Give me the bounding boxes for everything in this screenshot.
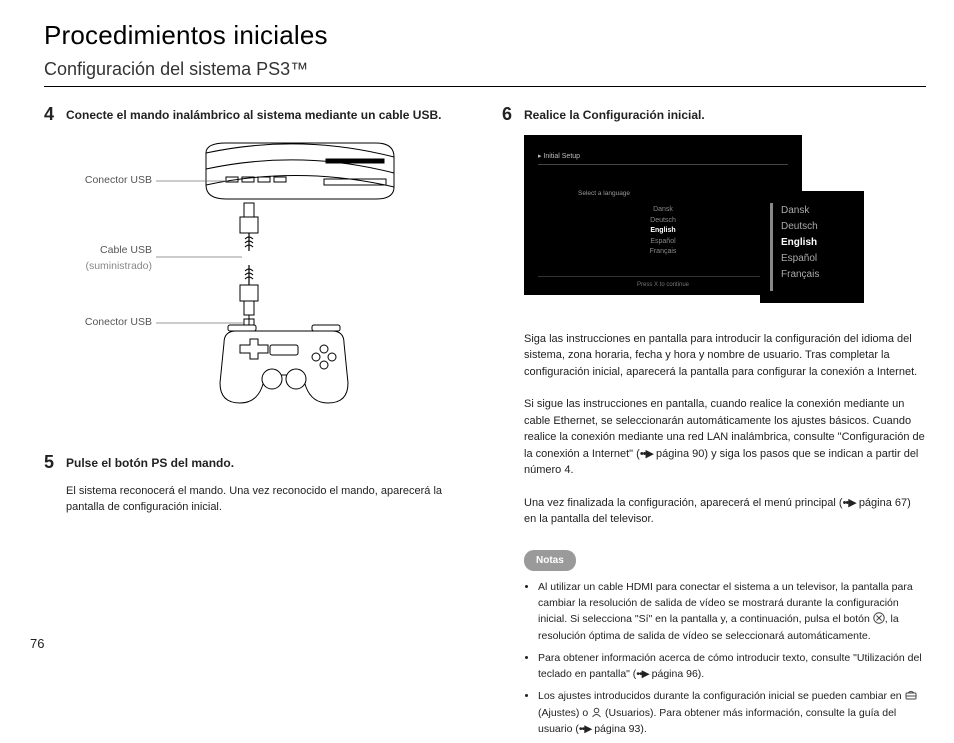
screenshot-press: Press X to continue: [538, 276, 788, 291]
lang-option: Deutsch: [538, 216, 788, 227]
lang-option: Français: [781, 267, 854, 283]
left-column: 4 Conecte el mando inalámbrico al sistem…: [44, 105, 468, 743]
ref-arrow-icon: ••▶: [843, 497, 856, 509]
note-text: Para obtener información acerca de cómo …: [538, 652, 922, 680]
step-heading: Pulse el botón PS del mando.: [66, 453, 234, 473]
step-4: 4 Conecte el mando inalámbrico al sistem…: [44, 105, 468, 125]
users-icon: [591, 707, 602, 718]
lang-option: Deutsch: [781, 219, 854, 235]
note-item: Los ajustes introducidos durante la conf…: [538, 688, 926, 737]
ref-arrow-icon: ••▶: [636, 668, 648, 680]
notes-list: Al utilizar un cable HDMI para conectar …: [538, 579, 926, 737]
settings-icon: [905, 690, 917, 701]
step-number: 6: [502, 105, 524, 125]
screenshot-inset: DanskDeutschEnglishEspañolFrançais: [760, 191, 864, 303]
step-body: El sistema reconocerá el mando. Una vez …: [66, 483, 468, 516]
notes-badge: Notas: [524, 550, 576, 571]
step-heading: Conecte el mando inalámbrico al sistema …: [66, 105, 441, 125]
lang-option: Dansk: [538, 205, 788, 216]
ref-text: página 90: [656, 448, 704, 460]
step6-para2: Si sigue las instrucciones en pantalla, …: [524, 396, 926, 479]
note-text: ).: [698, 668, 704, 680]
note-item: Al utilizar un cable HDMI para conectar …: [538, 579, 926, 644]
diagram-label-cable-sub: (suministrado): [85, 260, 152, 272]
right-column: 6 Realice la Configuración inicial. ▸ In…: [502, 105, 926, 743]
screenshot-initial-setup: ▸ Initial Setup Select a language DanskD…: [524, 135, 864, 315]
ref-arrow-icon: ••▶: [579, 723, 591, 735]
step-heading: Realice la Configuración inicial.: [524, 105, 705, 125]
note-text: ).: [640, 723, 646, 735]
diagram-label-cable: Cable USB (suministrado): [68, 243, 152, 275]
scroll-bar-icon: [770, 203, 773, 291]
lang-option: English: [781, 235, 854, 251]
lang-option: English: [538, 226, 788, 237]
note-text: Al utilizar un cable HDMI para conectar …: [538, 581, 913, 626]
para-text: Una vez finalizada la configuración, apa…: [524, 497, 843, 509]
step6-para1: Siga las instrucciones en pantalla para …: [524, 331, 926, 381]
lang-option: Español: [538, 237, 788, 248]
screenshot-lang-list-small: DanskDeutschEnglishEspañolFrançais: [538, 205, 788, 258]
diagram-label-usb-top: Conector USB: [68, 173, 152, 189]
usb-diagram: Conector USB Cable USB (suministrado) Co…: [76, 135, 436, 435]
section-title: Procedimientos iniciales: [44, 20, 926, 51]
ref-text: página 67: [859, 497, 907, 509]
step-5: 5 Pulse el botón PS del mando.: [44, 453, 468, 473]
section-subtitle: Configuración del sistema PS3™: [44, 59, 926, 80]
ref-arrow-icon: ••▶: [640, 448, 653, 460]
note-text: (Ajustes) o: [538, 707, 591, 719]
step-number: 5: [44, 453, 66, 473]
diagram-label-usb-bot: Conector USB: [68, 315, 152, 331]
screenshot-lang-list-inset: DanskDeutschEnglishEspañolFrançais: [781, 203, 854, 291]
step6-para3: Una vez finalizada la configuración, apa…: [524, 495, 926, 528]
page-number: 76: [30, 636, 44, 651]
step-number: 4: [44, 105, 66, 125]
note-item: Para obtener información acerca de cómo …: [538, 650, 926, 683]
lang-option: Français: [538, 247, 788, 258]
note-text: Los ajustes introducidos durante la conf…: [538, 690, 905, 702]
rule: [44, 86, 926, 87]
screenshot-select-label: Select a language: [578, 189, 788, 199]
step-6: 6 Realice la Configuración inicial.: [502, 105, 926, 125]
screenshot-header: Initial Setup: [543, 153, 580, 160]
ref-text: página 93: [594, 723, 640, 735]
ref-text: página 96: [652, 668, 698, 680]
lang-option: Dansk: [781, 203, 854, 219]
x-button-icon: [873, 612, 885, 624]
diagram-label-cable-text: Cable USB: [100, 244, 152, 256]
lang-option: Español: [781, 251, 854, 267]
